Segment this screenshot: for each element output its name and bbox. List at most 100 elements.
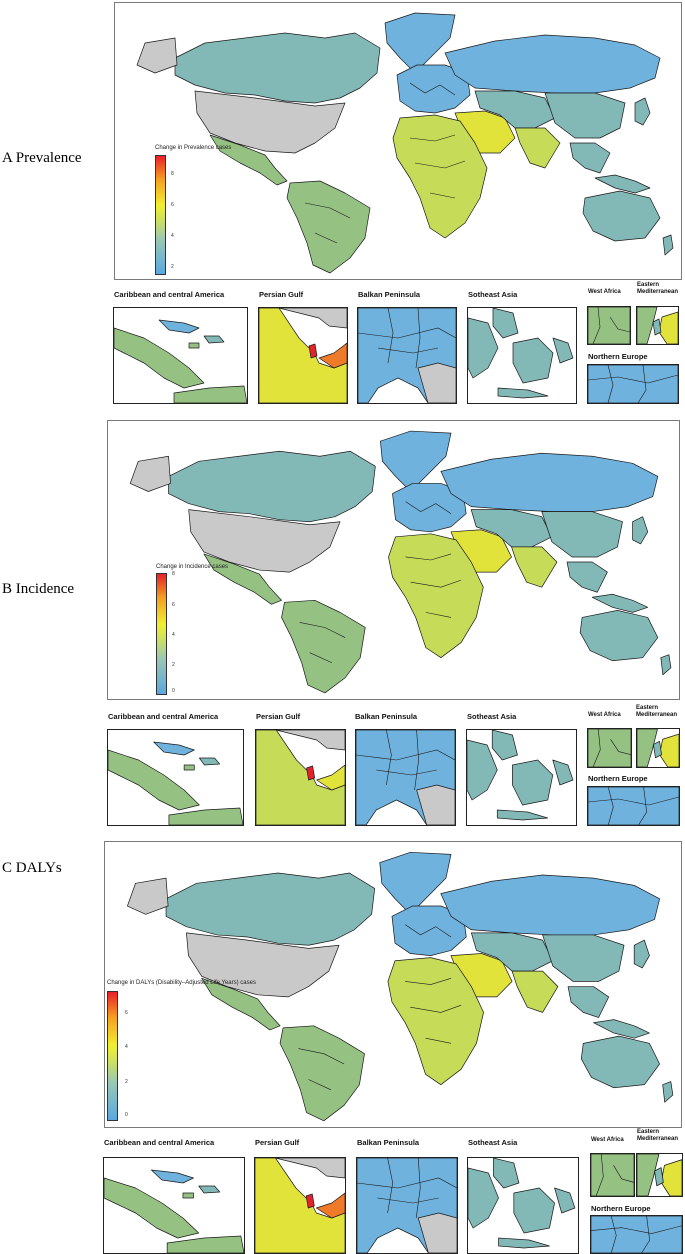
new-zealand-shape bbox=[660, 654, 672, 676]
cuba-shape bbox=[150, 1169, 194, 1184]
alaska-shape bbox=[127, 877, 169, 915]
west-africa-shape bbox=[588, 307, 630, 344]
legend-tick: 8 bbox=[171, 171, 174, 177]
border-line bbox=[425, 1037, 452, 1044]
legend-tick: 0 bbox=[125, 1112, 128, 1118]
legend-tick: 6 bbox=[125, 1010, 128, 1016]
iran-shape bbox=[259, 308, 347, 329]
inset-eastern-med bbox=[636, 728, 680, 768]
inset-title-persian-gulf: Persian Gulf bbox=[255, 1138, 300, 1147]
west-africa-shape bbox=[588, 729, 631, 767]
border-line bbox=[637, 365, 647, 403]
canada-shape bbox=[174, 32, 381, 104]
world-map-dalys: Change in DALYs (Disability–Adjusted Lif… bbox=[104, 841, 682, 1128]
iran-shape bbox=[256, 730, 345, 751]
legend-title: Change in Prevalence cases bbox=[155, 145, 232, 151]
mexico-shape bbox=[201, 977, 281, 1031]
legend-title: Change in Incidence cases bbox=[156, 564, 229, 570]
inset-title-west-africa: West Africa bbox=[588, 289, 621, 295]
border-line bbox=[415, 308, 421, 369]
turkey-shape bbox=[416, 784, 455, 825]
world-map-incidence: Change in Incidence cases 8 6 4 2 0 bbox=[107, 420, 680, 700]
japan-shape bbox=[634, 97, 651, 126]
malaysia-shape bbox=[493, 1158, 520, 1189]
hispaniola-shape bbox=[198, 757, 221, 766]
panel-label: C DALYs bbox=[2, 860, 62, 876]
border-line bbox=[613, 1165, 634, 1183]
southeast-asia-shape bbox=[566, 561, 608, 593]
legend-color-scale bbox=[155, 155, 166, 275]
inset-title-caribbean: Caribbean and central America bbox=[104, 1138, 215, 1147]
inset-eastern-med bbox=[636, 1153, 683, 1197]
inset-caribbean bbox=[113, 307, 248, 404]
inset-title-balkan: Balkan Peninsula bbox=[357, 1138, 420, 1147]
southeast-asia-shape bbox=[569, 142, 611, 174]
inset-northern-europe bbox=[590, 1215, 683, 1254]
java-shape bbox=[498, 1237, 550, 1249]
arabia-shape bbox=[658, 311, 678, 344]
inset-title-balkan: Balkan Peninsula bbox=[355, 712, 418, 721]
border-line bbox=[314, 232, 338, 244]
panel-label: B Incidence bbox=[2, 581, 75, 597]
malaysia-shape bbox=[491, 730, 518, 761]
world-map-shapes bbox=[127, 851, 674, 1122]
japan-shape bbox=[632, 516, 649, 545]
border-line bbox=[410, 1004, 462, 1013]
cuba-shape bbox=[158, 319, 200, 334]
russia-shape bbox=[440, 452, 659, 513]
hispaniola-shape bbox=[203, 335, 225, 344]
inset-balkan bbox=[356, 1157, 458, 1254]
indonesia-shape bbox=[594, 174, 651, 194]
inset-west-africa bbox=[590, 1153, 635, 1197]
border-line bbox=[641, 1216, 650, 1253]
panel-incidence: B Incidence Change in Incidence cases 8 … bbox=[0, 419, 685, 831]
border-line bbox=[298, 1048, 345, 1065]
europe-shape bbox=[396, 64, 471, 114]
new-zealand-shape bbox=[662, 1081, 674, 1103]
inset-title-eastern-med: Eastern Mediterranean bbox=[636, 705, 678, 718]
border-line bbox=[409, 82, 456, 96]
colombia-venezuela-shape bbox=[173, 385, 247, 403]
border-line bbox=[638, 787, 647, 825]
uae-shape bbox=[316, 764, 345, 791]
arabia-shape bbox=[660, 1159, 682, 1196]
border-line bbox=[409, 134, 456, 142]
australia-shape bbox=[582, 190, 661, 242]
inset-northern-europe bbox=[587, 786, 680, 826]
border-line bbox=[405, 978, 452, 985]
greenland-shape bbox=[379, 851, 452, 915]
europe-shape bbox=[391, 905, 467, 956]
legend-tick: 2 bbox=[172, 662, 175, 668]
south-america-shape bbox=[279, 1025, 365, 1122]
alaska-shape bbox=[136, 37, 178, 74]
border-line bbox=[595, 1154, 604, 1196]
sumatra-shape bbox=[467, 739, 498, 801]
world-map-prevalence: Change in Prevalence cases 8 6 4 2 bbox=[114, 2, 682, 280]
indonesia-shape bbox=[591, 593, 649, 613]
qatar-shape bbox=[306, 765, 316, 781]
java-shape bbox=[496, 809, 549, 821]
inset-persian-gulf bbox=[258, 307, 348, 404]
africa-shape bbox=[388, 533, 484, 659]
turkey-shape bbox=[417, 362, 456, 403]
border-line bbox=[309, 652, 333, 664]
inset-title-eastern-med: Eastern Mediterranean bbox=[637, 282, 679, 295]
inset-title-balkan: Balkan Peninsula bbox=[358, 290, 421, 299]
panel-dalys: C DALYs Change in DALYs (Disability–Adju… bbox=[0, 840, 685, 1254]
border-line bbox=[376, 769, 437, 776]
jamaica-shape bbox=[188, 342, 200, 349]
legend-tick: 6 bbox=[171, 202, 174, 208]
sulawesi-shape bbox=[552, 759, 574, 786]
australia-shape bbox=[579, 610, 659, 662]
legend-incidence: Change in Incidence cases 8 6 4 2 0 bbox=[156, 564, 276, 697]
legend-color-scale bbox=[107, 991, 118, 1121]
border-line bbox=[386, 730, 392, 786]
malaysia-shape bbox=[492, 308, 519, 339]
south-america-shape bbox=[286, 180, 371, 274]
northern-europe-shape bbox=[588, 787, 679, 825]
legend-tick: 8 bbox=[172, 571, 175, 577]
qatar-shape bbox=[305, 1193, 315, 1209]
china-shape bbox=[542, 934, 625, 982]
africa-shape bbox=[392, 114, 488, 239]
border-line bbox=[357, 1177, 457, 1189]
